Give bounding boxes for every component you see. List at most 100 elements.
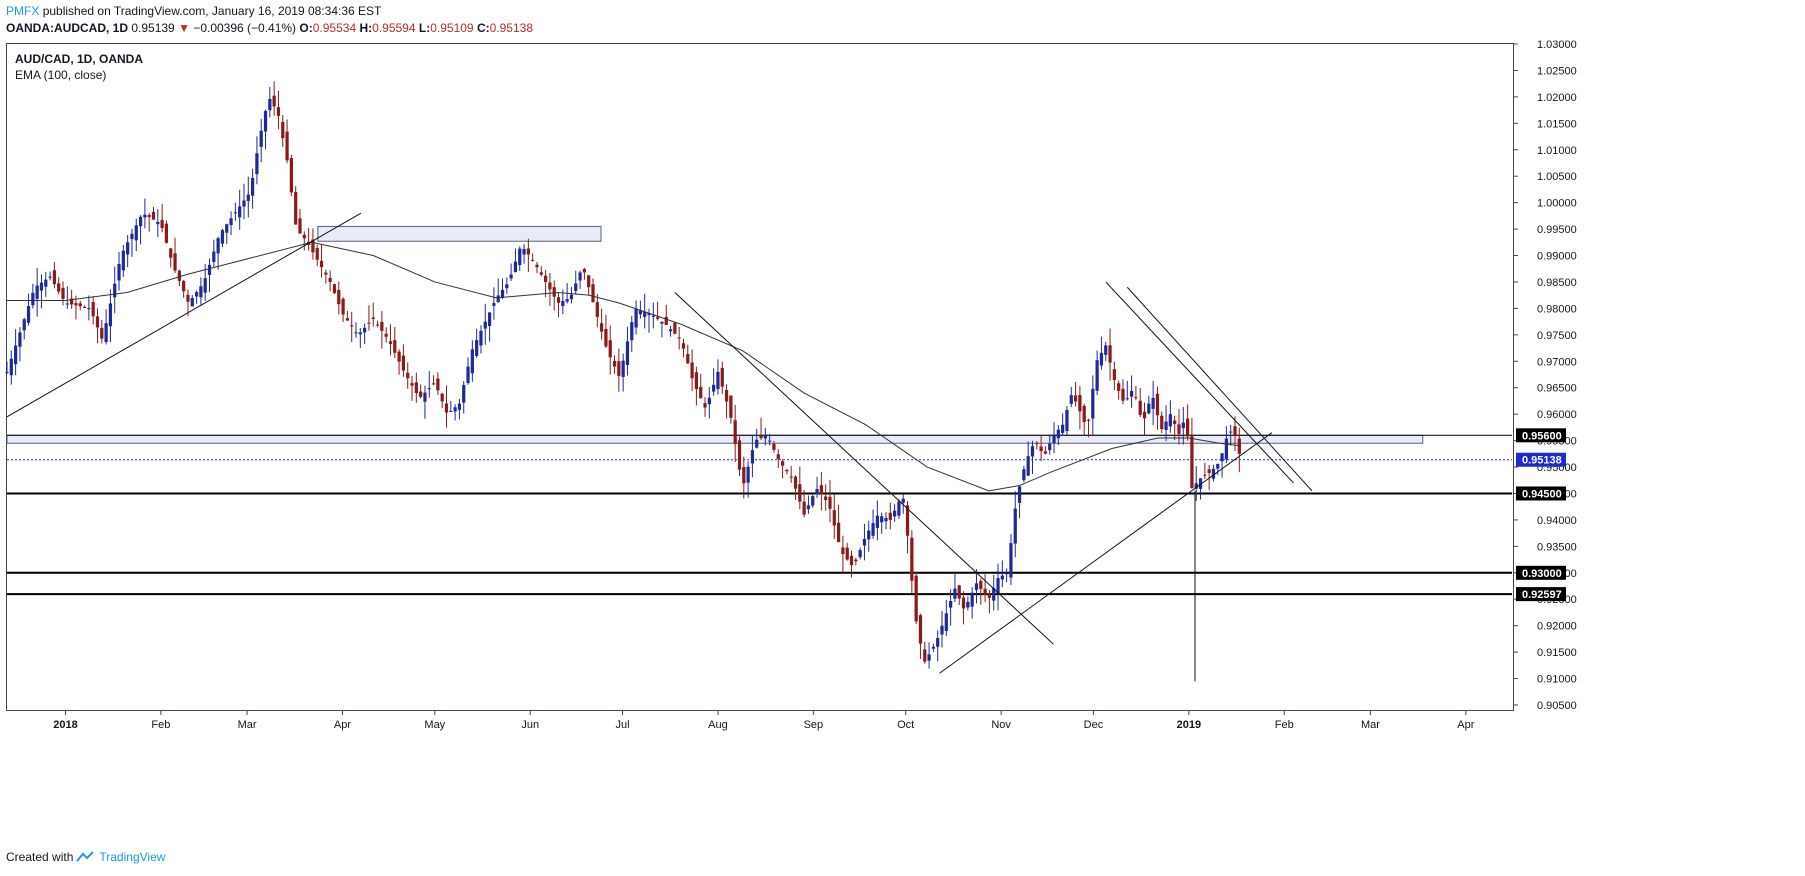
price-tick-label: 1.00000 <box>1537 198 1577 210</box>
candle-body <box>1181 422 1185 429</box>
candle-body <box>841 547 845 555</box>
footer: Created with TradingView <box>6 850 165 864</box>
candle-body <box>1052 434 1056 444</box>
candle-body <box>798 484 802 502</box>
candle-body <box>1069 395 1073 404</box>
candle-body <box>444 403 449 413</box>
quote-line: OANDA:AUDCAD, 1D 0.95139 ▼ −0.00396 (−0.… <box>6 21 533 35</box>
candle-body <box>595 302 599 317</box>
candle-body <box>276 107 281 116</box>
candle-body <box>367 322 371 324</box>
candle-body <box>1207 469 1211 474</box>
candle-body <box>87 308 91 310</box>
tradingview-brand[interactable]: TradingView <box>99 850 166 864</box>
low-label: L: <box>418 21 431 35</box>
candle-body <box>621 360 625 377</box>
price-tick-label: 0.98500 <box>1537 277 1577 289</box>
time-tick-label: Feb <box>1275 719 1294 731</box>
level-price-badge <box>1516 452 1566 467</box>
candle-body <box>543 275 548 282</box>
trendline <box>939 432 1273 674</box>
candle-body <box>263 110 268 132</box>
candle-body <box>599 323 604 332</box>
chart-legend-indicator[interactable]: EMA (100, close) <box>15 68 107 82</box>
candle-body <box>242 200 246 207</box>
candle-body <box>393 340 397 353</box>
publisher-name[interactable]: PMFX <box>6 4 40 18</box>
candle-body <box>1099 352 1104 366</box>
candle-body <box>1211 468 1216 479</box>
candle-body <box>694 372 699 390</box>
candle-body <box>845 547 849 560</box>
candle-body <box>194 292 199 297</box>
candle-body <box>457 403 462 410</box>
candle-body <box>824 496 828 501</box>
candle-body <box>802 501 806 515</box>
candle-body <box>910 537 914 581</box>
candle-body <box>354 332 358 334</box>
candle-body <box>703 403 707 408</box>
publish-line: PMFX published on TradingView.com, Janua… <box>6 4 381 18</box>
candle-body <box>233 212 237 214</box>
candle-body <box>673 322 677 334</box>
candle-body <box>126 242 130 255</box>
time-tick-label: Jul <box>616 719 630 731</box>
candle-body <box>871 523 875 536</box>
candle-body <box>18 332 22 347</box>
chart-frame[interactable] <box>6 43 1514 711</box>
candle-body <box>479 330 483 346</box>
candle-body <box>638 310 643 315</box>
candle-body <box>259 130 263 147</box>
time-tick-label: Feb <box>151 719 170 731</box>
close-value: 0.95138 <box>489 21 534 35</box>
candle-body <box>341 298 345 315</box>
candle-body <box>500 289 505 298</box>
price-tick-label: 1.01500 <box>1537 118 1577 130</box>
price-tick-label: 0.96500 <box>1537 383 1577 395</box>
candle-body <box>1013 508 1017 544</box>
last-price: 0.95139 <box>131 21 175 35</box>
candle-body <box>1005 573 1009 575</box>
candle-body <box>431 383 436 385</box>
candle-body <box>48 276 52 278</box>
candle-body <box>793 476 798 489</box>
candle-body <box>419 391 423 398</box>
candle-body <box>449 410 453 412</box>
price-tick-label: 0.91000 <box>1537 674 1577 686</box>
candle-body <box>1129 390 1134 397</box>
candle-body <box>1048 443 1052 451</box>
candle-body <box>1220 453 1224 462</box>
candle-body <box>1056 429 1060 439</box>
time-tick-label: May <box>424 719 445 731</box>
candle-body <box>518 248 522 265</box>
candle-body <box>526 248 530 255</box>
candle-body <box>974 583 979 590</box>
candle-body <box>625 341 630 366</box>
ema-line <box>7 241 1242 492</box>
candle-body <box>328 277 332 282</box>
candle-body <box>281 121 285 139</box>
price-tick-label: 0.97000 <box>1537 356 1577 368</box>
candle-body <box>901 498 905 503</box>
candle-body <box>656 317 660 319</box>
candle-body <box>177 270 181 281</box>
candle-body <box>966 601 970 608</box>
candle-body <box>31 292 35 306</box>
candle-body <box>410 383 414 386</box>
candle-body <box>147 215 151 218</box>
candle-body <box>884 518 888 522</box>
price-tick-label: 0.92000 <box>1537 621 1577 633</box>
candle-body <box>944 613 948 631</box>
candle-body <box>664 316 668 325</box>
candle-body <box>1237 438 1241 454</box>
time-tick-label: Mar <box>1361 719 1380 731</box>
candle-body <box>401 355 406 371</box>
level-price-label: 0.94500 <box>1522 488 1562 500</box>
candle-body <box>785 469 789 472</box>
candle-body <box>1082 405 1086 423</box>
candle-body <box>332 284 337 294</box>
time-tick-label: Sep <box>804 719 824 731</box>
candle-body <box>578 272 582 281</box>
high-value: 0.95594 <box>372 21 416 35</box>
